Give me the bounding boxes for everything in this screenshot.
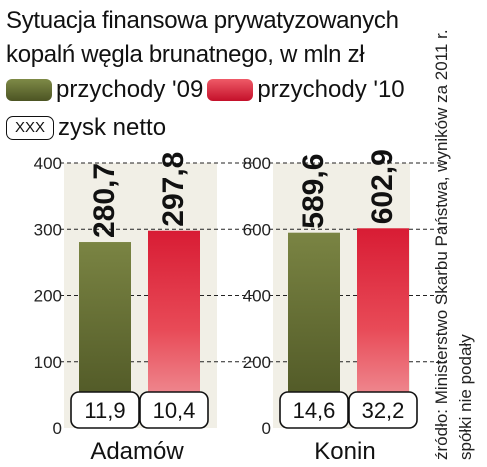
legend-revenue: przychody '09 przychody '10 [6, 76, 409, 104]
legend-net-profit: XXX zysk netto [6, 114, 170, 142]
y-tick-label: 0 [262, 419, 271, 438]
legend-net-profit-box: XXX [6, 116, 55, 140]
y-tick-label: 300 [34, 220, 62, 239]
legend-net-profit-label: zysk netto [58, 114, 167, 141]
chart-panel-1: 0 200 400 600 800 589,6 602,9 14,6 32,2 Konin [243, 149, 446, 465]
net-profit-value: 10,4 [153, 398, 196, 423]
legend-swatch-2009 [6, 79, 52, 101]
y-tick-label: 800 [243, 154, 271, 173]
y-tick-label: 600 [243, 220, 271, 239]
y-tick-label: 400 [243, 287, 271, 306]
net-profit-box [70, 391, 140, 429]
legend-label-2010: przychody '10 [257, 76, 405, 103]
bar-value-label: 602,9 [366, 149, 399, 224]
net-profit-value: 32,2 [362, 398, 405, 423]
bar-value-label: 297,8 [157, 152, 190, 227]
chart-title: Sytuacja finansowa prywatyzowanych kopal… [6, 7, 399, 68]
category-label: Adamów [90, 438, 184, 465]
source-note: źródło: Ministerstwo Skarbu Państwa, wyn… [432, 29, 475, 460]
bar-value-label: 280,7 [88, 163, 121, 238]
legend-label-2009: przychody '09 [56, 76, 204, 103]
y-tick-label: 200 [243, 353, 271, 372]
y-tick-label: 200 [34, 287, 62, 306]
chart-panel-0: 0 100 200 300 400 280,7 297,8 11,9 10,4 Adamów [34, 152, 253, 465]
net-profit-box [139, 391, 209, 429]
category-label: Konin [314, 438, 375, 465]
y-tick-label: 100 [34, 353, 62, 372]
y-tick-label: 400 [34, 154, 62, 173]
net-profit-box [348, 391, 418, 429]
net-profit-value: 14,6 [293, 398, 336, 423]
y-tick-label: 0 [53, 419, 62, 438]
legend-swatch-2010 [207, 79, 254, 101]
net-profit-box [279, 391, 349, 429]
bar-value-label: 589,6 [297, 154, 330, 229]
net-profit-value: 11,9 [84, 398, 125, 423]
